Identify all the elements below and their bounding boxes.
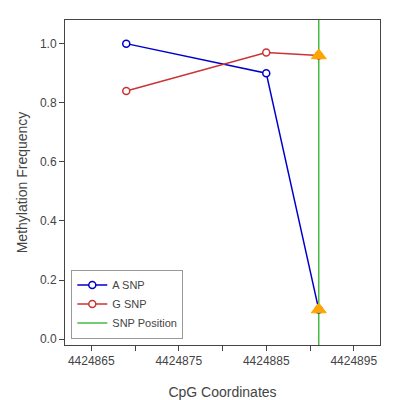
svg-text:4424875: 4424875 [155,354,202,368]
svg-text:1.0: 1.0 [40,37,57,51]
svg-text:0.2: 0.2 [40,273,57,287]
svg-text:0.4: 0.4 [40,214,57,228]
svg-text:0.8: 0.8 [40,96,57,110]
svg-text:4424895: 4424895 [330,354,377,368]
svg-text:Methylation Frequency: Methylation Frequency [14,112,30,254]
svg-text:CpG Coordinates: CpG Coordinates [168,384,276,400]
svg-text:0.0: 0.0 [40,332,57,346]
svg-text:4424885: 4424885 [243,354,290,368]
svg-text:G SNP: G SNP [112,298,146,310]
svg-text:0.6: 0.6 [40,155,57,169]
svg-text:SNP Position: SNP Position [112,317,177,329]
svg-text:A SNP: A SNP [112,279,144,291]
svg-text:4424865: 4424865 [68,354,115,368]
